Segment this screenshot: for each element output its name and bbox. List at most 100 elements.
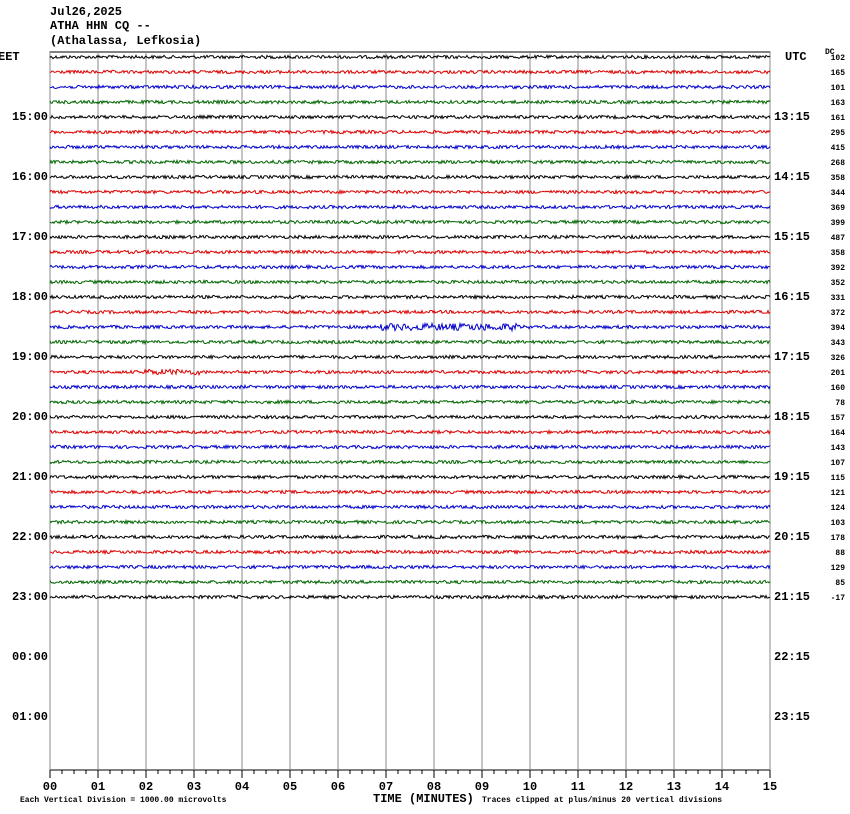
trace — [49, 233, 771, 240]
dc-value: 164 — [831, 429, 846, 438]
trace — [49, 158, 771, 166]
x-tick-label: 00 — [43, 780, 57, 794]
right-time-label: 16:15 — [774, 290, 810, 304]
dc-value: 487 — [831, 234, 846, 243]
x-tick-label: 10 — [523, 780, 537, 794]
dc-value: 88 — [835, 549, 845, 558]
trace — [49, 428, 771, 436]
title-line: Jul26,2025 — [50, 5, 122, 19]
dc-value: 115 — [831, 474, 846, 483]
right-time-label: 21:15 — [774, 590, 810, 604]
dc-value: 157 — [831, 414, 846, 423]
dc-value: 178 — [831, 534, 846, 543]
x-tick-label: 08 — [427, 780, 441, 794]
right-time-label: 15:15 — [774, 230, 810, 244]
trace — [49, 368, 771, 377]
x-tick-label: 13 — [667, 780, 681, 794]
trace — [49, 413, 771, 420]
dc-value: 107 — [831, 459, 846, 468]
dc-value: 344 — [831, 189, 846, 198]
x-tick-label: 06 — [331, 780, 345, 794]
dc-value: 103 — [831, 519, 846, 528]
dc-value: 165 — [831, 69, 846, 78]
trace — [49, 69, 771, 76]
dc-label: DC — [825, 48, 835, 57]
right-time-label: 17:15 — [774, 350, 810, 364]
dc-value: 163 — [831, 99, 846, 108]
title-line: ATHA HHN CQ -- — [50, 19, 151, 33]
dc-value: 295 — [831, 129, 846, 138]
left-time-label: 01:00 — [12, 710, 48, 724]
dc-value: 399 — [831, 219, 846, 228]
x-tick-label: 11 — [571, 780, 585, 794]
trace — [49, 444, 771, 450]
x-tick-label: 02 — [139, 780, 153, 794]
trace — [49, 579, 771, 585]
left-time-label: 22:00 — [12, 530, 48, 544]
dc-value: 326 — [831, 354, 846, 363]
trace — [49, 564, 771, 571]
dc-value: 102 — [831, 54, 846, 63]
x-tick-label: 14 — [715, 780, 729, 794]
dc-value: 343 — [831, 339, 846, 348]
trace — [49, 354, 771, 361]
left-time-label: 20:00 — [12, 410, 48, 424]
footnote: Traces clipped at plus/minus 20 vertical… — [482, 796, 722, 805]
trace — [49, 458, 771, 465]
trace — [49, 339, 771, 346]
trace — [49, 534, 770, 541]
dc-value: 160 — [831, 384, 846, 393]
left-time-label: 23:00 — [12, 590, 48, 604]
trace — [50, 548, 771, 556]
trace — [49, 594, 771, 601]
trace — [49, 83, 771, 90]
left-time-label: 21:00 — [12, 470, 48, 484]
right-time-label: 19:15 — [774, 470, 810, 484]
trace — [49, 188, 771, 196]
dc-value: 331 — [831, 294, 846, 303]
dc-value: 268 — [831, 159, 846, 168]
trace — [49, 143, 771, 151]
right-time-label: 20:15 — [774, 530, 810, 544]
x-tick-label: 03 — [187, 780, 201, 794]
dc-value: 415 — [831, 144, 846, 153]
trace — [49, 53, 771, 61]
left-time-label: 18:00 — [12, 290, 48, 304]
right-time-label: 13:15 — [774, 110, 810, 124]
dc-value: 372 — [831, 309, 846, 318]
dc-value: 78 — [835, 399, 845, 408]
dc-value: 85 — [835, 579, 845, 588]
x-tick-label: 05 — [283, 780, 297, 794]
left-time-label: 15:00 — [12, 110, 48, 124]
dc-value: 358 — [831, 174, 846, 183]
dc-value: 392 — [831, 264, 846, 273]
dc-value: 394 — [831, 324, 846, 333]
trace — [49, 203, 771, 210]
trace — [49, 114, 771, 120]
right-time-label: 22:15 — [774, 650, 810, 664]
trace — [49, 263, 771, 271]
left-time-label: 17:00 — [12, 230, 48, 244]
right-time-label: 18:15 — [774, 410, 810, 424]
dc-value: 129 — [831, 564, 846, 573]
x-tick-label: 09 — [475, 780, 489, 794]
right-time-label: UTC — [785, 50, 807, 64]
trace — [49, 278, 771, 285]
dc-value: -17 — [831, 594, 846, 603]
trace — [49, 488, 771, 495]
trace — [49, 293, 771, 301]
trace — [49, 504, 771, 510]
plot-frame — [49, 51, 771, 771]
dc-value: 101 — [831, 84, 846, 93]
trace — [49, 518, 771, 526]
dc-value: 143 — [831, 444, 846, 453]
right-time-label: 23:15 — [774, 710, 810, 724]
left-time-label: 00:00 — [12, 650, 48, 664]
footnote: Each Vertical Division = 1000.00 microvo… — [20, 796, 227, 805]
x-tick-label: 15 — [763, 780, 777, 794]
x-tick-label: 07 — [379, 780, 393, 794]
trace — [49, 98, 771, 106]
trace — [49, 218, 771, 226]
